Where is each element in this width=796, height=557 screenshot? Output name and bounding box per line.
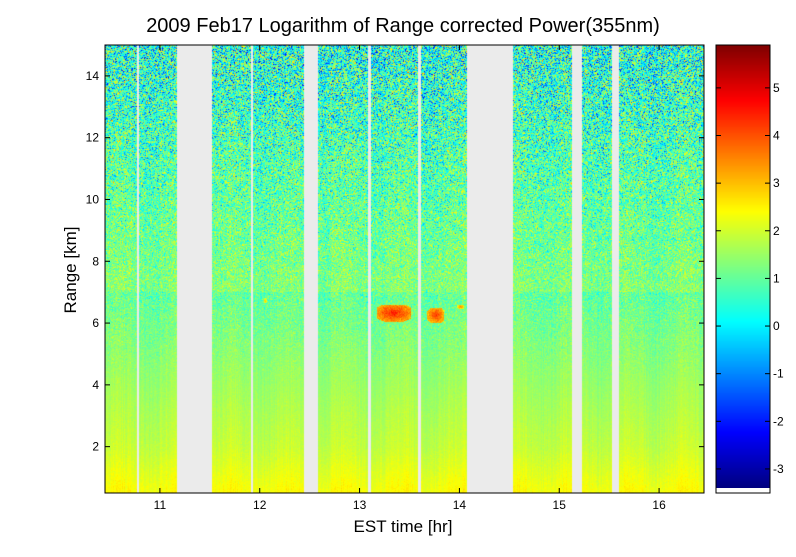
y-tick-label: 14 — [86, 69, 100, 83]
colorbar-tick-label: 2 — [773, 224, 780, 238]
heatmap-image — [105, 45, 704, 493]
y-tick-label: 2 — [92, 440, 99, 454]
colorbar-tick-label: -1 — [773, 367, 784, 381]
plot-area — [104, 44, 705, 494]
y-axis-ticks: 2 4 6 8 10 12 14 — [86, 69, 704, 454]
y-tick-label: 6 — [92, 316, 99, 330]
chart-title: 2009 Feb17 Logarithm of Range corrected … — [146, 15, 660, 37]
y-tick-label: 12 — [86, 131, 100, 145]
y-tick-label: 8 — [92, 254, 99, 268]
colorbar: -3 -2 -1 0 1 2 3 4 5 — [715, 44, 784, 494]
colorbar-frame — [715, 44, 771, 494]
colorbar-tick-label: -3 — [773, 462, 784, 476]
x-tick-label: 12 — [253, 498, 267, 512]
y-axis-label: Range [km] — [61, 227, 80, 314]
y-tick-label: 10 — [86, 192, 100, 206]
x-tick-label: 14 — [453, 498, 467, 512]
x-axis-ticks: 11 12 13 14 15 16 — [154, 45, 666, 512]
colorbar-tick-label: 4 — [773, 129, 780, 143]
colorbar-tick-label: 5 — [773, 81, 780, 95]
y-tick-label: 4 — [92, 378, 99, 392]
colorbar-tick-label: 1 — [773, 271, 780, 285]
colorbar-ticks: -3 -2 -1 0 1 2 3 4 5 — [716, 81, 784, 476]
x-tick-label: 11 — [154, 498, 167, 512]
x-tick-label: 13 — [353, 498, 367, 512]
colorbar-gradient — [716, 45, 770, 488]
colorbar-tick-label: -2 — [773, 414, 784, 428]
x-tick-label: 15 — [553, 498, 567, 512]
x-tick-label: 16 — [652, 498, 666, 512]
plot-frame — [104, 44, 705, 494]
x-axis-label: EST time [hr] — [354, 517, 453, 536]
colorbar-tick-label: 0 — [773, 319, 780, 333]
colorbar-tick-label: 3 — [773, 176, 780, 190]
